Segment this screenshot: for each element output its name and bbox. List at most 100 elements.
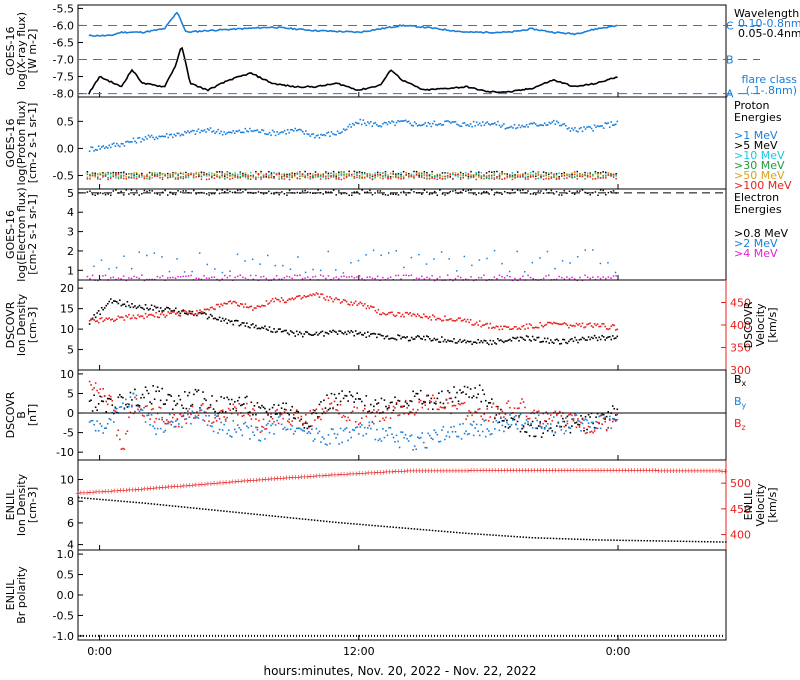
- data-point: [273, 176, 275, 178]
- data-point: [594, 191, 597, 193]
- data-point: [602, 323, 605, 325]
- data-point: [376, 173, 379, 175]
- data-point: [170, 423, 173, 426]
- data-point: [216, 171, 218, 173]
- data-point: [512, 127, 514, 129]
- data-point: [309, 191, 312, 194]
- data-point: [226, 171, 229, 174]
- data-point: [554, 123, 557, 125]
- data-point: [274, 264, 277, 267]
- data-point: [141, 172, 143, 175]
- data-point: [422, 528, 425, 531]
- data-point: [485, 175, 488, 177]
- data-point: [138, 406, 141, 408]
- data-point: [301, 422, 304, 425]
- data-point: [143, 308, 145, 311]
- data-point: +: [393, 468, 399, 476]
- data-point: [243, 131, 245, 134]
- data-point: [324, 443, 327, 445]
- data-point: [569, 431, 572, 434]
- data-point: +: [386, 468, 392, 476]
- data-point: [466, 415, 469, 417]
- y-axis-label: log(Electron flux): [15, 187, 28, 281]
- data-point: [424, 315, 427, 318]
- data-point: [106, 147, 109, 149]
- right-y-tick-label: 450: [730, 297, 751, 310]
- data-point: [426, 174, 428, 176]
- data-point: [371, 125, 374, 127]
- data-point: +: [677, 467, 683, 475]
- data-point: [198, 277, 200, 280]
- data-point: [188, 312, 191, 314]
- panel-frame: [77, 96, 727, 190]
- data-point: [165, 422, 168, 425]
- data-point: [598, 125, 600, 128]
- data-point: [223, 302, 225, 305]
- data-point: [419, 399, 422, 402]
- data-point: [436, 176, 439, 178]
- data-point: [596, 323, 599, 325]
- data-point: [571, 127, 573, 130]
- data-point: [373, 306, 375, 308]
- data-point: [220, 396, 222, 398]
- data-point: +: [214, 479, 220, 487]
- data-point: [395, 173, 397, 176]
- data-point: [126, 140, 129, 143]
- data-point: [143, 317, 145, 320]
- data-point: [493, 171, 496, 173]
- data-point: [247, 174, 249, 176]
- data-point: [327, 299, 330, 302]
- data-point: [141, 274, 143, 276]
- data-point: [598, 415, 600, 418]
- data-point: [353, 406, 355, 408]
- data-point: [486, 405, 489, 408]
- y-tick-label: -6.0: [53, 19, 74, 32]
- data-point: [125, 141, 127, 143]
- data-point: [470, 173, 472, 176]
- data-point: [529, 193, 532, 195]
- data-point: [601, 322, 603, 325]
- data-point: [513, 337, 516, 340]
- data-point: [226, 174, 229, 176]
- data-point: [581, 174, 584, 176]
- data-point: [358, 172, 361, 174]
- data-point: [117, 177, 120, 180]
- data-point: [308, 425, 310, 428]
- data-point: [167, 422, 170, 425]
- data-point: [453, 338, 455, 340]
- data-point: [233, 320, 236, 322]
- data-point: [232, 129, 235, 132]
- data-point: +: [405, 467, 411, 475]
- data-point: [374, 524, 376, 527]
- data-point: [197, 389, 200, 392]
- data-point: [444, 315, 446, 318]
- data-point: [347, 400, 349, 402]
- data-point: [93, 387, 95, 389]
- data-point: [102, 174, 104, 176]
- data-point: [400, 172, 402, 174]
- data-point: [161, 275, 164, 277]
- data-point: [286, 332, 289, 334]
- data-point: [315, 408, 318, 411]
- data-point: [336, 298, 339, 301]
- data-point: [202, 403, 204, 405]
- data-point: +: [562, 466, 568, 474]
- data-point: [227, 131, 230, 133]
- data-point: [336, 433, 339, 436]
- data-point: +: [314, 472, 320, 480]
- data-point: [371, 277, 374, 280]
- data-point: [428, 174, 431, 176]
- data-point: [105, 317, 108, 320]
- data-point: [265, 176, 267, 178]
- data-point: [447, 390, 449, 392]
- data-point: [259, 407, 262, 409]
- y-tick-label: 15: [60, 303, 74, 316]
- data-point: [403, 266, 405, 269]
- data-point: [288, 173, 291, 175]
- data-point: [485, 176, 488, 178]
- data-point: [595, 416, 597, 418]
- data-point: [403, 336, 405, 338]
- data-point: [312, 268, 314, 271]
- data-point: [387, 277, 389, 280]
